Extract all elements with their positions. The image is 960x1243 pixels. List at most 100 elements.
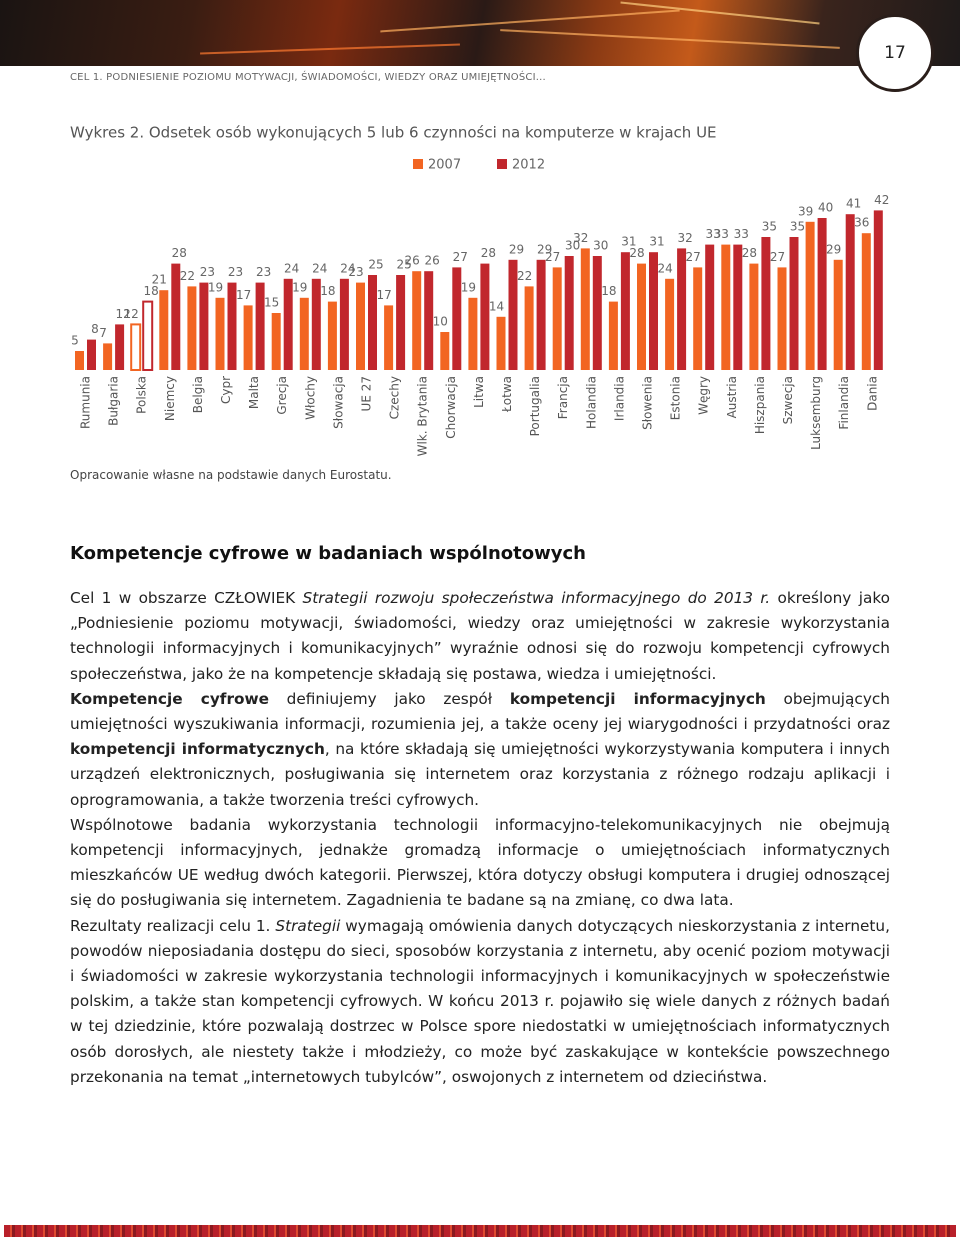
value-label: 40 bbox=[818, 201, 833, 215]
category-label: Niemcy bbox=[163, 376, 177, 421]
source-note: Opracowanie własne na podstawie danych E… bbox=[70, 468, 392, 482]
bar bbox=[468, 297, 478, 370]
value-label: 26 bbox=[405, 254, 420, 268]
text-run: , na które składają się umiejętności wyk… bbox=[70, 740, 891, 809]
bar bbox=[480, 263, 490, 370]
chart-title: Wykres 2. Odsetek osób wykonujących 5 lu… bbox=[70, 124, 717, 142]
category-label: Portugalia bbox=[528, 376, 542, 436]
bar bbox=[103, 343, 113, 370]
bar bbox=[592, 256, 602, 370]
bar bbox=[805, 221, 815, 370]
category-label: Rumunia bbox=[79, 376, 93, 429]
bar bbox=[271, 313, 281, 370]
value-label: 19 bbox=[461, 280, 476, 294]
value-label: 18 bbox=[144, 284, 159, 298]
bar bbox=[130, 323, 142, 371]
value-label: 27 bbox=[453, 250, 468, 264]
text-run: określony jako „Podniesienie poziomu mot… bbox=[70, 589, 890, 683]
bar bbox=[833, 259, 843, 370]
text-run: definiujemy jako zespół bbox=[269, 689, 510, 708]
value-label: 28 bbox=[481, 246, 496, 260]
category-label: Bułgaria bbox=[107, 376, 121, 426]
bar bbox=[677, 248, 687, 370]
section-heading: Kompetencje cyfrowe w badaniach wspólnot… bbox=[70, 543, 586, 564]
category-label: Łotwa bbox=[500, 376, 514, 413]
bar bbox=[580, 248, 590, 370]
value-label: 31 bbox=[621, 235, 636, 249]
category-label: Irlandia bbox=[612, 376, 626, 421]
value-label: 25 bbox=[368, 258, 383, 272]
value-label: 10 bbox=[433, 315, 448, 329]
footer-strip bbox=[4, 1225, 956, 1237]
bar bbox=[368, 275, 377, 370]
value-label: 42 bbox=[874, 193, 889, 207]
bar bbox=[608, 301, 618, 370]
value-label: 29 bbox=[537, 242, 552, 256]
bar bbox=[637, 263, 646, 370]
body-text: Cel 1 w obszarze CZŁOWIEK Strategii rozw… bbox=[70, 586, 890, 1090]
category-label: Austria bbox=[725, 376, 739, 418]
value-label: 22 bbox=[517, 269, 532, 283]
bar bbox=[552, 267, 562, 370]
category-label: Malta bbox=[247, 376, 261, 409]
bar bbox=[339, 278, 349, 370]
bar bbox=[817, 218, 827, 370]
value-label: 19 bbox=[292, 280, 307, 294]
text-run: kompetencji informacyjnych bbox=[509, 689, 766, 708]
value-label: 17 bbox=[236, 288, 251, 302]
value-label: 27 bbox=[545, 250, 560, 264]
value-label: 18 bbox=[320, 284, 335, 298]
bar bbox=[396, 275, 406, 370]
bar bbox=[75, 351, 84, 370]
category-label: Wlk. Brytania bbox=[416, 376, 430, 456]
value-label: 30 bbox=[593, 239, 608, 253]
value-label: 36 bbox=[854, 216, 869, 230]
bar bbox=[508, 259, 518, 370]
bar bbox=[721, 244, 731, 370]
value-label: 12 bbox=[124, 307, 139, 321]
legend-label: 2007 bbox=[428, 158, 461, 173]
bar bbox=[761, 237, 771, 370]
value-label: 33 bbox=[734, 227, 749, 241]
value-label: 35 bbox=[790, 220, 805, 234]
bar bbox=[187, 286, 197, 370]
text-run: Strategii bbox=[275, 916, 341, 935]
paragraph: Rezultaty realizacji celu 1. Strategii w… bbox=[70, 914, 890, 1090]
bar bbox=[424, 271, 434, 370]
value-label: 30 bbox=[565, 239, 580, 253]
bar bbox=[215, 297, 225, 370]
category-label: Hiszpania bbox=[753, 376, 767, 434]
category-label: Szwecja bbox=[781, 376, 795, 424]
category-label: Holandia bbox=[584, 376, 598, 429]
bar bbox=[524, 286, 534, 370]
category-label: UE 27 bbox=[360, 376, 374, 411]
running-header: CEL 1. PODNIESIENIE POZIOMU MOTYWACJI, Ś… bbox=[70, 72, 546, 83]
value-label: 12 bbox=[115, 307, 130, 321]
page-number: 17 bbox=[856, 14, 934, 92]
value-label: 29 bbox=[826, 242, 841, 256]
category-label: Dania bbox=[865, 376, 879, 411]
text-run: Wspólnotowe badania wykorzystania techno… bbox=[70, 815, 890, 910]
value-label: 23 bbox=[348, 265, 363, 279]
value-label: 14 bbox=[489, 299, 504, 313]
value-label: 24 bbox=[657, 261, 672, 275]
value-label: 29 bbox=[509, 242, 524, 256]
value-label: 24 bbox=[284, 261, 299, 275]
paragraph: Cel 1 w obszarze CZŁOWIEK Strategii rozw… bbox=[70, 586, 890, 687]
value-label: 7 bbox=[99, 326, 107, 340]
bar bbox=[873, 210, 883, 370]
category-label: Czechy bbox=[388, 376, 402, 419]
category-label: Słowenia bbox=[641, 376, 655, 430]
value-label: 39 bbox=[798, 204, 813, 218]
value-label: 21 bbox=[152, 273, 167, 287]
text-run: Strategii rozwoju społeczeństwa informac… bbox=[302, 589, 771, 607]
value-label: 24 bbox=[312, 261, 327, 275]
bar bbox=[142, 300, 154, 372]
bar bbox=[356, 282, 365, 370]
bar bbox=[440, 332, 450, 370]
value-label: 23 bbox=[228, 265, 243, 279]
bar bbox=[159, 290, 169, 370]
value-label: 17 bbox=[376, 288, 391, 302]
bar bbox=[649, 252, 658, 370]
legend-label: 2012 bbox=[512, 158, 545, 173]
